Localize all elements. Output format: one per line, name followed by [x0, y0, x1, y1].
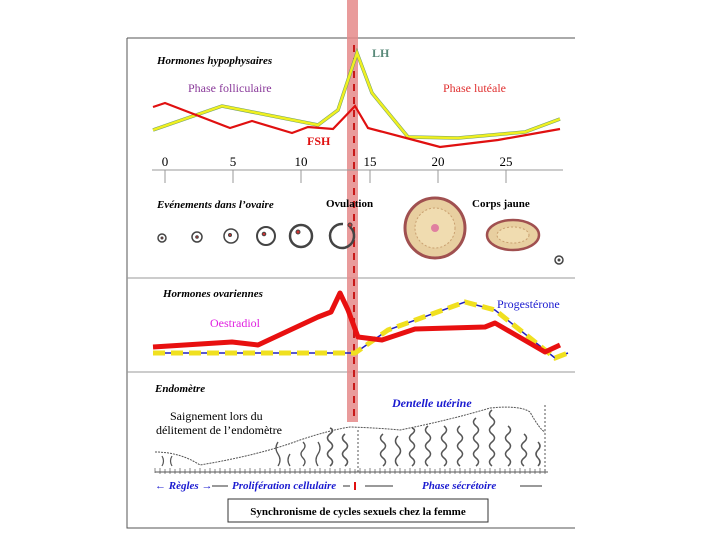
- ovulation-label: Ovulation: [326, 198, 373, 210]
- secretory-label: Phase sécrétoire: [422, 480, 496, 492]
- oestradiol-curve: [152, 290, 562, 355]
- endometrium-drawing: [154, 405, 548, 474]
- lh-curve-fill: [152, 49, 561, 140]
- lh-label: LH: [372, 46, 390, 60]
- corpus-luteum-label: Corps jaune: [472, 198, 530, 210]
- tick-label: 20: [432, 154, 445, 169]
- tick-label: 15: [364, 154, 377, 169]
- caption: Synchronisme de cycles sexuels chez la f…: [250, 506, 466, 518]
- caption-box: [227, 498, 489, 523]
- oestradiol-label: Oestradiol: [210, 316, 261, 330]
- menses-label: ← Règles →: [155, 480, 212, 492]
- axis-ticks: [164, 170, 507, 183]
- luteal-phase-label: Phase lutéale: [443, 81, 506, 95]
- section-pituitary: Hormones hypophysaires: [156, 55, 272, 67]
- progesterone-dash: [153, 299, 569, 361]
- uterine-lace-label: Dentelle utérine: [391, 396, 472, 410]
- tick-label: 10: [295, 154, 308, 169]
- progesterone-label: Progestérone: [497, 297, 560, 311]
- follicular-phase-label: Phase folliculaire: [188, 81, 272, 95]
- fsh-label: FSH: [307, 134, 331, 148]
- section-ovarian-hormones: Hormones ovariennes: [162, 288, 263, 300]
- tick-label: 0: [162, 154, 169, 169]
- tick-label: 25: [500, 154, 513, 169]
- tick-label: 5: [230, 154, 237, 169]
- ovulation-band: [347, 0, 358, 422]
- bleeding-label-2: délitement de l’endomètre: [156, 423, 282, 437]
- follicles: [157, 222, 564, 265]
- section-endometrium: Endomètre: [154, 383, 205, 395]
- corpus-luteum: [403, 196, 541, 260]
- bleeding-label-1: Saignement lors du: [170, 409, 263, 423]
- proliferation-label: Prolifération cellulaire: [232, 480, 336, 492]
- fsh-curve: [152, 101, 561, 149]
- section-ovary: Evénements dans l’ovaire: [156, 199, 274, 211]
